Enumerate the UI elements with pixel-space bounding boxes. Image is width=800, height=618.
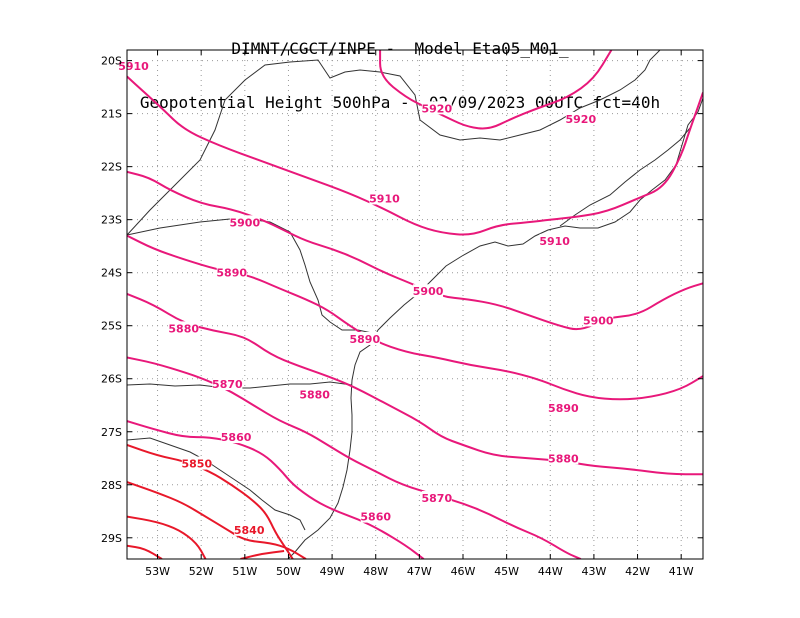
chart-title-block: DIMNT/CGCT/INPE - Model Eta05_M01_ Geopo… [0, 4, 800, 130]
contour-line-5850 [127, 444, 294, 559]
contour-label-bg [360, 509, 391, 523]
contour-label-bg [221, 430, 252, 444]
contour-label-5920: 5920 [422, 102, 453, 115]
state-border [419, 50, 661, 141]
x-tick-label: 51W [232, 565, 257, 578]
contour-label-5850: 5850 [182, 458, 213, 471]
contour-line-5890 [127, 234, 703, 401]
state-border [127, 437, 306, 531]
contour-label-5900: 5900 [583, 314, 614, 327]
contour-label-bg [421, 101, 452, 115]
x-tick-label: 53W [145, 565, 170, 578]
contour-label-5870: 5870 [422, 492, 453, 505]
contour-label-bg [181, 456, 212, 470]
x-axis-ticks: 53W 52W 51W 50W 49W 48W 47W 46W 45W 44W 43W 42W 41W [145, 50, 694, 578]
contour-label-5890: 5890 [216, 267, 247, 280]
contour-line-5840 [127, 481, 307, 559]
contour-line-5845 [240, 550, 285, 559]
map-boundaries [127, 50, 703, 559]
contour-label-bg [216, 265, 247, 279]
x-tick-label: 46W [451, 565, 476, 578]
y-tick-label: 22S [101, 161, 122, 174]
contour-label-bg [234, 522, 265, 536]
coastline [287, 97, 703, 559]
contour-label-bg [548, 400, 579, 414]
contour-label-bg [565, 111, 596, 125]
contour-line-5820 [127, 544, 163, 559]
x-tick-label: 48W [363, 565, 388, 578]
y-tick-label: 24S [101, 267, 122, 280]
x-tick-label: 47W [407, 565, 432, 578]
x-tick-label: 41W [669, 565, 694, 578]
contour-line-5870 [127, 356, 582, 559]
contour-line-5830 [127, 515, 207, 559]
contour-label-bg [229, 215, 260, 229]
x-tick-label: 45W [494, 565, 519, 578]
contour-line-5900 [127, 170, 703, 331]
y-tick-label: 27S [101, 426, 122, 439]
state-border [559, 127, 691, 227]
x-tick-label: 52W [189, 565, 214, 578]
contour-line-5920 [379, 50, 613, 130]
contour-label-5880: 5880 [168, 322, 199, 335]
contour-label-5920: 5920 [566, 113, 597, 126]
state-border [127, 217, 373, 334]
chart-title-line1: DIMNT/CGCT/INPE - Model Eta05_M01_ [231, 39, 569, 58]
y-tick-label: 20S [101, 55, 122, 68]
x-tick-label: 49W [320, 565, 345, 578]
contour-label-bg [369, 191, 400, 205]
contour-line-5910 [127, 75, 703, 236]
contour-label-5910: 5910 [118, 60, 149, 73]
contour-label-5900: 5900 [413, 285, 444, 298]
contour-label-5890: 5890 [350, 333, 381, 346]
contour-label-5860: 5860 [360, 511, 391, 524]
y-tick-label: 29S [101, 532, 122, 545]
y-tick-label: 26S [101, 373, 122, 386]
contour-label-5840: 5840 [234, 524, 265, 537]
plot-frame [126, 49, 704, 560]
contour-label-5870: 5870 [212, 378, 243, 391]
contour-label-bg [168, 321, 199, 335]
contour-label-5910: 5910 [369, 192, 400, 205]
state-border [127, 381, 353, 389]
contour-label-bg [583, 313, 614, 327]
y-tick-label: 21S [101, 108, 122, 121]
x-tick-label: 43W [581, 565, 606, 578]
contour-label-5880: 5880 [548, 452, 579, 465]
contour-label-bg [548, 451, 579, 465]
contour-label-bg [421, 491, 452, 505]
x-tick-label: 50W [276, 565, 301, 578]
contour-label-bg [349, 331, 380, 345]
contour-label-5910: 5910 [539, 235, 570, 248]
contour-label-5900: 5900 [230, 216, 261, 229]
state-border [127, 59, 421, 236]
contour-lines [127, 50, 703, 559]
contour-label-bg [118, 58, 149, 72]
y-tick-label: 25S [101, 320, 122, 333]
contour-label-bg [299, 387, 330, 401]
contour-line-5860 [127, 420, 425, 559]
y-tick-label: 28S [101, 479, 122, 492]
contour-label-5890: 5890 [548, 402, 579, 415]
contour-line-5880 [127, 292, 703, 476]
x-tick-label: 42W [625, 565, 650, 578]
contour-label-bg [413, 284, 444, 298]
y-axis-ticks: 20S 21S 22S 23S 24S 25S 26S 27S 28S 29S [101, 55, 703, 545]
contour-label-bg [539, 233, 570, 247]
x-tick-label: 44W [538, 565, 563, 578]
contour-label-bg [212, 377, 243, 391]
contour-label-5860: 5860 [221, 431, 252, 444]
contour-label-5880: 5880 [299, 389, 330, 402]
y-tick-label: 23S [101, 214, 122, 227]
grid-lines [127, 50, 703, 559]
contour-labels: 5920 5920 5910 5910 5910 5900 5900 5900 5890 5890… [118, 58, 614, 537]
